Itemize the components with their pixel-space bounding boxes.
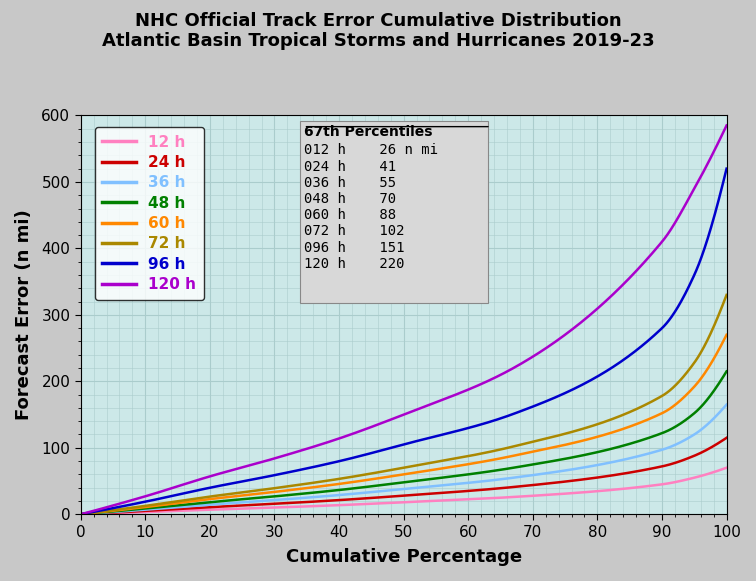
60 h bbox=[722, 331, 731, 338]
48 h bbox=[361, 483, 370, 490]
120 h bbox=[76, 511, 85, 518]
48 h bbox=[722, 368, 731, 375]
Legend: 12 h, 24 h, 36 h, 48 h, 60 h, 72 h, 96 h, 120 h: 12 h, 24 h, 36 h, 48 h, 60 h, 72 h, 96 h… bbox=[94, 127, 204, 300]
96 h bbox=[722, 165, 731, 172]
12 h bbox=[722, 464, 731, 471]
72 h bbox=[361, 471, 370, 478]
12 h bbox=[519, 493, 528, 500]
72 h bbox=[76, 511, 85, 518]
Y-axis label: Forecast Error (n mi): Forecast Error (n mi) bbox=[15, 210, 33, 420]
48 h bbox=[337, 486, 346, 493]
48 h bbox=[142, 505, 151, 512]
12 h bbox=[142, 508, 151, 515]
FancyBboxPatch shape bbox=[300, 121, 488, 303]
Line: 24 h: 24 h bbox=[81, 438, 727, 514]
120 h bbox=[142, 493, 151, 500]
36 h bbox=[337, 492, 346, 498]
Line: 12 h: 12 h bbox=[81, 468, 727, 514]
X-axis label: Cumulative Percentage: Cumulative Percentage bbox=[286, 548, 522, 566]
24 h bbox=[591, 474, 600, 481]
Text: 012 h    26 n mi
024 h    41
036 h    55
048 h    70
060 h    88
072 h    102
09: 012 h 26 n mi 024 h 41 036 h 55 048 h 70… bbox=[304, 144, 438, 271]
48 h bbox=[591, 449, 600, 456]
Line: 120 h: 120 h bbox=[81, 125, 727, 514]
96 h bbox=[580, 380, 589, 387]
72 h bbox=[519, 440, 528, 447]
Text: 67th Percentiles: 67th Percentiles bbox=[304, 125, 432, 139]
72 h bbox=[722, 292, 731, 299]
36 h bbox=[519, 473, 528, 480]
Text: NHC Official Track Error Cumulative Distribution
Atlantic Basin Tropical Storms : NHC Official Track Error Cumulative Dist… bbox=[102, 12, 654, 51]
24 h bbox=[361, 495, 370, 502]
Line: 96 h: 96 h bbox=[81, 168, 727, 514]
60 h bbox=[519, 450, 528, 457]
72 h bbox=[580, 425, 589, 432]
60 h bbox=[337, 480, 346, 487]
96 h bbox=[361, 451, 370, 458]
96 h bbox=[76, 511, 85, 518]
12 h bbox=[580, 489, 589, 496]
Line: 72 h: 72 h bbox=[81, 295, 727, 514]
24 h bbox=[76, 511, 85, 518]
120 h bbox=[337, 434, 346, 441]
60 h bbox=[142, 503, 151, 510]
72 h bbox=[337, 475, 346, 482]
60 h bbox=[361, 477, 370, 484]
24 h bbox=[580, 476, 589, 483]
36 h bbox=[591, 462, 600, 469]
60 h bbox=[591, 433, 600, 440]
24 h bbox=[337, 496, 346, 503]
120 h bbox=[591, 306, 600, 313]
60 h bbox=[76, 511, 85, 518]
48 h bbox=[580, 451, 589, 458]
Line: 60 h: 60 h bbox=[81, 335, 727, 514]
120 h bbox=[580, 316, 589, 323]
12 h bbox=[361, 501, 370, 508]
96 h bbox=[591, 374, 600, 381]
96 h bbox=[142, 498, 151, 505]
36 h bbox=[580, 464, 589, 471]
72 h bbox=[591, 421, 600, 428]
36 h bbox=[361, 489, 370, 496]
24 h bbox=[519, 482, 528, 489]
120 h bbox=[519, 358, 528, 365]
24 h bbox=[142, 507, 151, 514]
12 h bbox=[591, 488, 600, 495]
96 h bbox=[519, 406, 528, 413]
12 h bbox=[76, 511, 85, 518]
24 h bbox=[722, 435, 731, 442]
Line: 36 h: 36 h bbox=[81, 404, 727, 514]
72 h bbox=[142, 502, 151, 509]
120 h bbox=[361, 426, 370, 433]
36 h bbox=[76, 511, 85, 518]
48 h bbox=[76, 511, 85, 518]
48 h bbox=[519, 462, 528, 469]
Line: 48 h: 48 h bbox=[81, 371, 727, 514]
120 h bbox=[722, 122, 731, 129]
36 h bbox=[142, 506, 151, 513]
60 h bbox=[580, 437, 589, 444]
96 h bbox=[337, 457, 346, 464]
12 h bbox=[337, 501, 346, 508]
36 h bbox=[722, 401, 731, 408]
